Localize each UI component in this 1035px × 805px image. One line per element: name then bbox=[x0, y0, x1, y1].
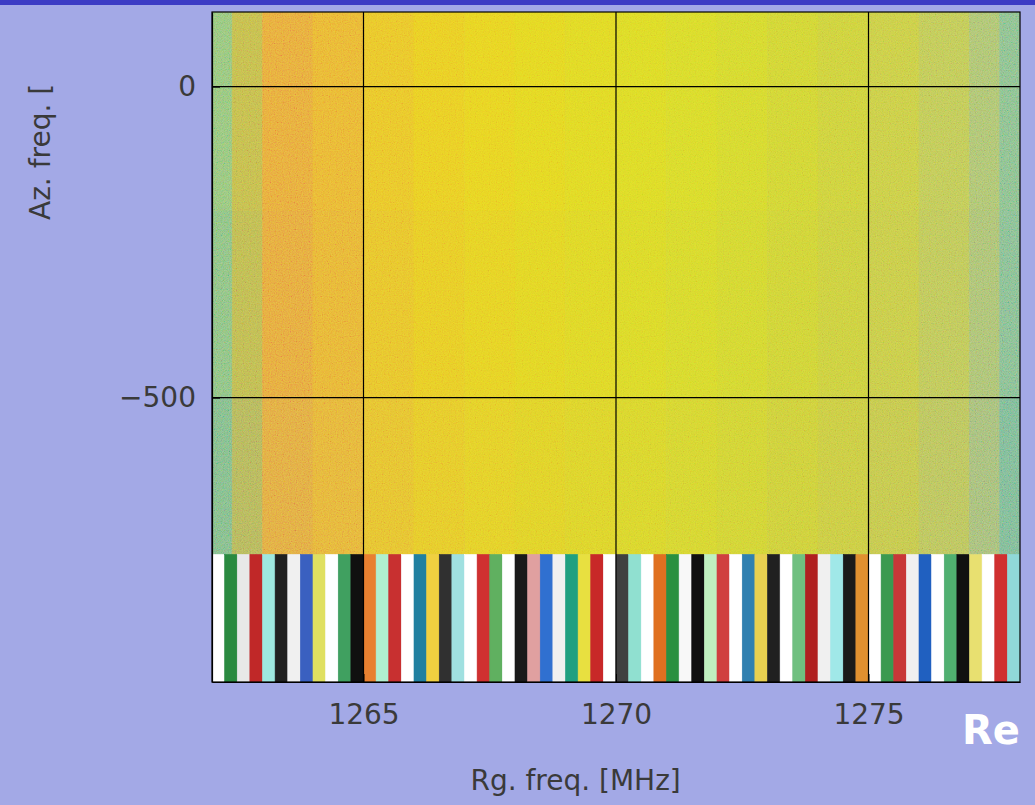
heatmap-cell bbox=[805, 554, 818, 682]
x-axis-line bbox=[213, 682, 1021, 683]
heatmap-cell bbox=[364, 554, 377, 682]
heatmap-cell bbox=[768, 554, 781, 682]
heatmap-cell bbox=[616, 554, 629, 682]
heatmap-cell bbox=[288, 554, 301, 682]
heatmap-cell bbox=[995, 554, 1008, 682]
heatmap-cell bbox=[629, 554, 642, 682]
heatmap-cell bbox=[654, 554, 667, 682]
heatmap-cell bbox=[679, 554, 692, 682]
heatmap-cell bbox=[300, 554, 313, 682]
heatmap-cell bbox=[919, 554, 932, 682]
heatmap-cell bbox=[982, 554, 995, 682]
heatmap-cell bbox=[427, 554, 440, 682]
x-tick-label: 1275 bbox=[833, 698, 904, 731]
heatmap-cell bbox=[717, 554, 730, 682]
y-axis: 0 −500 bbox=[119, 13, 220, 683]
background bbox=[0, 0, 1035, 805]
x-tick-mark bbox=[616, 674, 617, 682]
heatmap-cell bbox=[490, 554, 503, 682]
heatmap-cell bbox=[439, 554, 452, 682]
heatmap-cell bbox=[389, 554, 402, 682]
heatmap-cell bbox=[603, 554, 616, 682]
heatmap-cell bbox=[692, 554, 705, 682]
y-tick-label: −500 bbox=[119, 381, 196, 414]
y-tick: 0 bbox=[178, 70, 220, 103]
heatmap-cell bbox=[742, 554, 755, 682]
heatmap-cell bbox=[932, 554, 945, 682]
heatmap-cell bbox=[566, 554, 579, 682]
heatmap-cell bbox=[326, 554, 339, 682]
heatmap-cell bbox=[465, 554, 478, 682]
heatmap-cell bbox=[667, 554, 680, 682]
heatmap-cell bbox=[755, 554, 768, 682]
plot-area bbox=[212, 12, 1020, 682]
heatmap-cell bbox=[401, 554, 414, 682]
grid-line bbox=[363, 12, 364, 682]
x-tick-label: 1270 bbox=[581, 698, 652, 731]
heatmap-cell bbox=[351, 554, 364, 682]
x-tick: 1275 bbox=[833, 674, 904, 731]
heatmap-cell bbox=[578, 554, 591, 682]
heatmap-cell bbox=[528, 554, 541, 682]
heatmap-cell bbox=[477, 554, 490, 682]
heatmap-cell bbox=[502, 554, 515, 682]
heatmap-cell bbox=[540, 554, 553, 682]
heatmap-cell bbox=[641, 554, 654, 682]
grid-line bbox=[212, 397, 1020, 398]
y-tick: −500 bbox=[119, 381, 220, 414]
x-tick-mark bbox=[364, 674, 365, 682]
heatmap-cell bbox=[1007, 554, 1020, 682]
heatmap-cell bbox=[818, 554, 831, 682]
heatmap-cell bbox=[212, 554, 225, 682]
heatmap-cell bbox=[843, 554, 856, 682]
heatmap-cell bbox=[338, 554, 351, 682]
x-tick: 1265 bbox=[328, 674, 399, 731]
heatmap-cell bbox=[944, 554, 957, 682]
y-tick-label: 0 bbox=[178, 70, 196, 103]
annotation: Re bbox=[962, 707, 1020, 753]
x-axis: 1265 1270 1275 bbox=[213, 674, 1021, 731]
heatmap-cell bbox=[275, 554, 288, 682]
header-bar bbox=[0, 0, 1035, 5]
heatmap-cell bbox=[515, 554, 528, 682]
heatmap-cell bbox=[869, 554, 882, 682]
heatmap-cell bbox=[263, 554, 276, 682]
grid bbox=[212, 12, 1020, 682]
y-tick-mark bbox=[212, 398, 220, 399]
heatmap-cell bbox=[894, 554, 907, 682]
y-tick-mark bbox=[212, 87, 220, 88]
heatmap-cell bbox=[730, 554, 743, 682]
grid-line bbox=[868, 12, 869, 682]
y-axis-line bbox=[212, 13, 213, 683]
heatmap-cell bbox=[452, 554, 465, 682]
heatmap-cell bbox=[553, 554, 566, 682]
heatmap-cell bbox=[313, 554, 326, 682]
y-axis-title: Az. freq. [ bbox=[24, 84, 57, 220]
heatmap-cell bbox=[704, 554, 717, 682]
heatmap-cell bbox=[250, 554, 263, 682]
heatmap-cell bbox=[591, 554, 604, 682]
heatmap-cell bbox=[414, 554, 427, 682]
heatmap-cell bbox=[970, 554, 983, 682]
heatmap-cell bbox=[906, 554, 919, 682]
x-tick-mark bbox=[869, 674, 870, 682]
heatmap-cell bbox=[831, 554, 844, 682]
heatmap-cell bbox=[881, 554, 894, 682]
heatmap-cell bbox=[237, 554, 250, 682]
heatmap-cell bbox=[376, 554, 389, 682]
chart: 1265 1270 1275 0 −500 Rg. freq. [MHz] Az. freq… bbox=[0, 0, 1035, 805]
plot-frame bbox=[212, 12, 1020, 682]
grid-line bbox=[212, 86, 1020, 87]
heatmap-cell bbox=[225, 554, 238, 682]
heatmap-cell bbox=[957, 554, 970, 682]
heatmap-cell bbox=[856, 554, 869, 682]
x-tick-label: 1265 bbox=[328, 698, 399, 731]
grid-line bbox=[615, 12, 616, 682]
x-tick: 1270 bbox=[581, 674, 652, 731]
heatmap-cell bbox=[793, 554, 806, 682]
heatmap-cell bbox=[780, 554, 793, 682]
x-axis-title: Rg. freq. [MHz] bbox=[470, 764, 680, 797]
